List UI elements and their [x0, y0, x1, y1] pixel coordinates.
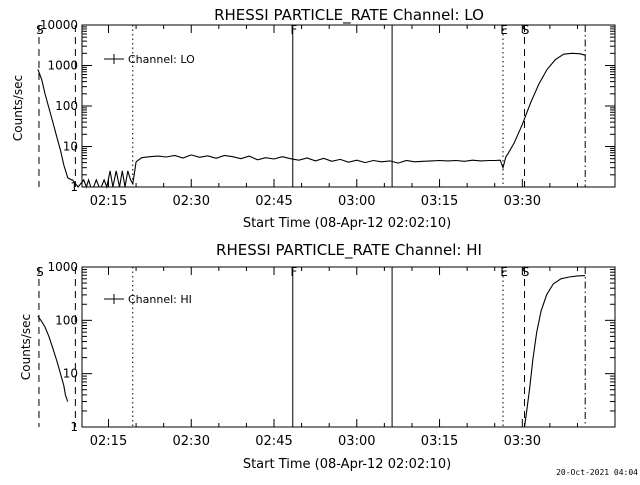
- y-tick-label: 10000: [40, 18, 78, 32]
- series-line: [37, 52, 586, 189]
- x-tick-label: 03:30: [504, 194, 541, 209]
- event-marker-label: E: [500, 23, 508, 37]
- panel-channel-hi: RHESSI PARTICLE_RATE Channel: HI Start T…: [19, 241, 616, 472]
- x-tick-label: 02:30: [173, 434, 210, 449]
- x-tick-label: 02:45: [255, 434, 292, 449]
- chart-title: RHESSI PARTICLE_RATE Channel: LO: [214, 6, 484, 25]
- plot-frame: [81, 266, 616, 428]
- legend-label: Channel: LO: [128, 53, 195, 66]
- y-tick-label: 1000: [47, 59, 78, 73]
- y-axis-label: Counts/sec: [11, 75, 25, 141]
- chart-title: RHESSI PARTICLE_RATE Channel: HI: [216, 241, 482, 260]
- x-tick-label: 02:30: [173, 194, 210, 209]
- x-tick-label: 03:30: [504, 434, 541, 449]
- event-marker-label: S: [522, 23, 530, 37]
- x-tick-label: 03:00: [338, 434, 375, 449]
- series-line: [37, 275, 586, 428]
- y-tick-label: 1: [70, 180, 78, 194]
- x-tick-label: 03:00: [338, 194, 375, 209]
- y-tick-label: 100: [55, 313, 78, 327]
- x-axis-label: Start Time (08-Apr-12 02:02:10): [243, 457, 451, 472]
- legend-label: Channel: HI: [128, 293, 192, 306]
- x-tick-label: 02:15: [90, 434, 127, 449]
- render-timestamp: 20-Oct-2021 04:04: [556, 468, 638, 477]
- panel-channel-lo: RHESSI PARTICLE_RATE Channel: LO Start T…: [11, 6, 616, 231]
- x-tick-label: 02:15: [90, 194, 127, 209]
- event-marker-label: F: [290, 23, 297, 37]
- x-axis-label: Start Time (08-Apr-12 02:02:10): [243, 216, 451, 231]
- y-tick-label: 1000: [47, 260, 78, 274]
- event-marker-label: S: [36, 23, 44, 37]
- y-tick-label: 100: [55, 99, 78, 113]
- event-marker-label: F: [290, 265, 297, 279]
- y-tick-label: 10: [63, 140, 78, 154]
- y-axis-label: Counts/sec: [19, 314, 33, 380]
- event-marker-label: S: [36, 265, 44, 279]
- event-marker-label: E: [500, 265, 508, 279]
- x-tick-label: 02:45: [255, 194, 292, 209]
- y-tick-label: 10: [63, 367, 78, 381]
- y-tick-label: 1: [70, 420, 78, 434]
- x-tick-label: 03:15: [421, 434, 458, 449]
- x-tick-label: 03:15: [421, 194, 458, 209]
- event-marker-label: S: [522, 265, 530, 279]
